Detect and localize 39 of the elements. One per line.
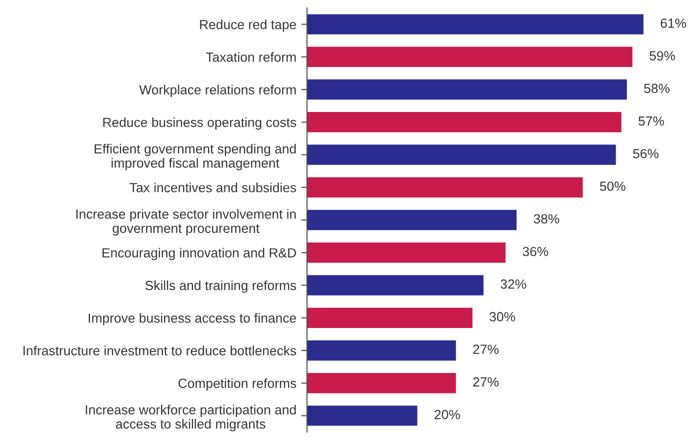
bar [307,372,456,394]
data-label: 20% [434,410,460,420]
data-label: 57% [638,116,664,126]
y-tick-label: Reduce business operating costs [103,117,296,130]
bar [307,275,484,296]
bar [307,46,632,68]
data-label: 50% [600,182,626,191]
bar [307,112,622,132]
data-label: 32% [500,279,526,289]
y-tick-label: Workplace relations reform [139,84,296,98]
bar [307,14,644,34]
bar [307,308,472,328]
y-tick-label: Encouraging innovation and R&D [102,248,296,260]
data-label: 27% [473,344,499,354]
data-label: 38% [534,214,560,224]
y-tick-label: Skills and training reforms [145,280,296,293]
y-tick-label: Improve business access to finance [88,313,296,326]
bar [307,242,506,263]
y-tick-label: Increase workforce participation and access to skilled migrants [86,404,296,432]
data-label: 30% [490,312,516,322]
data-label: 58% [644,84,670,94]
bar [307,406,418,426]
data-label: 27% [473,377,499,387]
bar [307,340,456,361]
y-tick-label: Reduce red tape [200,20,296,32]
bar [307,177,583,198]
y-tick-label: Competition reforms [178,378,296,391]
bar [307,79,627,100]
data-label: 36% [522,246,548,256]
y-tick-label: Taxation reform [206,52,296,62]
bar [307,210,517,230]
y-tick-label: Infrastructure investment to reduce bottlenecks [24,346,296,356]
y-tick-label: Efficient government spending and improved fiscal management [94,144,296,170]
y-tick-label: Increase private sector involvement in government procurement [76,209,296,236]
data-label: 59% [650,51,676,60]
data-label: 56% [633,148,658,158]
y-tick-label: Tax incentives and subsidies [130,182,296,192]
data-label: 61% [660,18,686,28]
bar [307,144,616,165]
